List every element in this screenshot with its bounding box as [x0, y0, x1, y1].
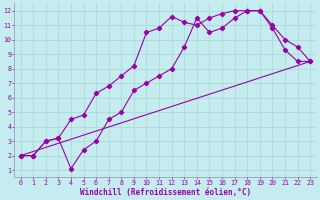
- X-axis label: Windchill (Refroidissement éolien,°C): Windchill (Refroidissement éolien,°C): [80, 188, 251, 197]
